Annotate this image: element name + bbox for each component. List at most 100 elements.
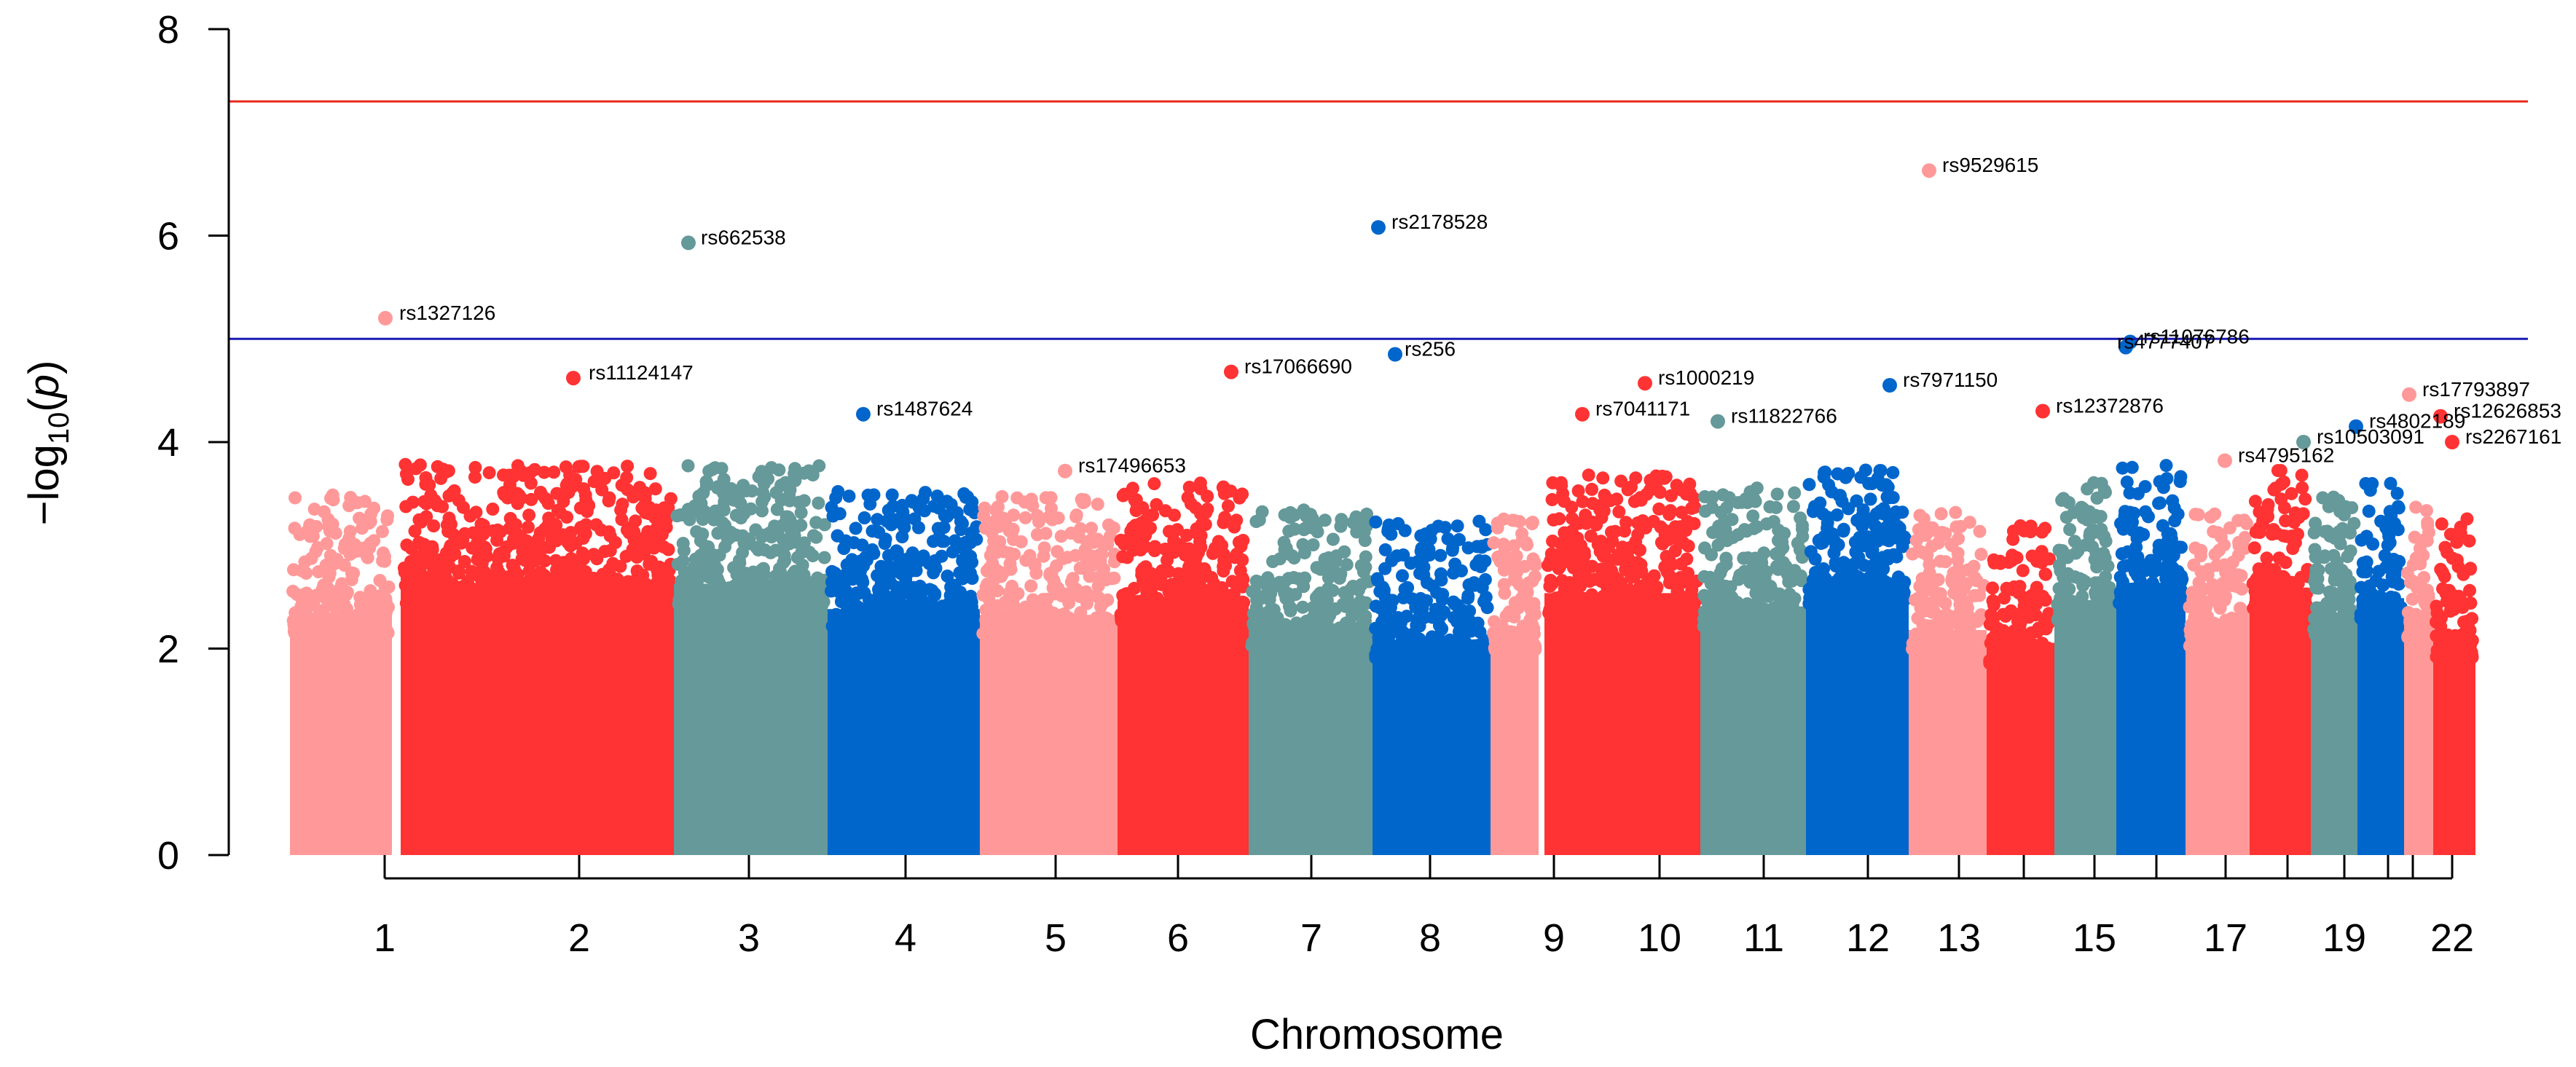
snp-point — [1315, 603, 1329, 617]
snp-point — [1507, 513, 1521, 527]
snp-point — [825, 564, 839, 578]
snp-point — [2102, 580, 2116, 594]
snp-point — [1633, 579, 1647, 593]
snp-point — [2096, 528, 2110, 542]
snp-point — [1889, 505, 1903, 519]
snp-point — [1882, 577, 1896, 591]
snp-point — [1896, 581, 1909, 595]
snp-point — [1429, 639, 1443, 653]
snp-point — [2105, 614, 2118, 628]
snp-point — [1634, 491, 1647, 505]
chromosome-15-band — [2054, 599, 2116, 855]
snp-point — [985, 628, 999, 642]
snp-point — [817, 551, 831, 564]
snp-point — [702, 558, 716, 572]
snp-point — [1697, 605, 1711, 618]
snp-point — [1118, 614, 1132, 628]
snp-point — [906, 546, 919, 560]
snp-point — [335, 577, 349, 591]
snp-point — [330, 612, 344, 626]
snp-point — [1310, 561, 1324, 575]
snp-point — [1912, 543, 1925, 557]
snp-point — [1898, 532, 1912, 546]
snp-point — [2166, 561, 2179, 575]
snp-point — [913, 591, 926, 605]
snp-point — [1339, 599, 1353, 613]
snp-point — [1182, 551, 1196, 565]
snp-point — [1378, 543, 1392, 556]
snp-point — [1083, 534, 1097, 547]
snp-point — [525, 492, 538, 506]
snp-point — [1376, 614, 1390, 628]
snp-point — [1858, 559, 1871, 572]
snp-point — [1558, 582, 1571, 596]
snp-point — [721, 597, 735, 611]
snp-point — [622, 596, 636, 610]
snp-point — [371, 624, 385, 638]
snp-point — [377, 546, 390, 560]
snp-point — [1228, 551, 1242, 564]
snp-point — [1137, 593, 1151, 607]
snp-point — [847, 561, 860, 575]
snp-point — [1199, 505, 1213, 519]
snp-point — [1629, 535, 1643, 548]
snp-point — [1177, 567, 1190, 581]
snp-point — [1487, 536, 1501, 550]
snp-point — [546, 572, 559, 586]
snp-point — [347, 567, 361, 580]
snp-point — [990, 501, 1004, 515]
snp-point — [1359, 550, 1373, 564]
snp-point — [627, 525, 641, 539]
snp-point — [1469, 558, 1483, 572]
snp-point — [1974, 548, 1988, 562]
snp-point — [423, 478, 436, 492]
snp-point — [717, 473, 731, 487]
snp-point — [1952, 532, 1966, 546]
snp-point — [1850, 513, 1864, 527]
snp-point — [825, 500, 839, 514]
snp-point — [1842, 592, 1856, 606]
snp-point — [1415, 639, 1429, 653]
snp-point — [490, 561, 504, 575]
snp-point — [686, 505, 700, 519]
snp-point — [1864, 512, 1877, 526]
snp-point — [857, 511, 871, 524]
snp-point — [317, 578, 331, 592]
snp-point — [1217, 564, 1230, 578]
snp-point — [1062, 624, 1076, 638]
snp-point — [1837, 522, 1850, 536]
snp-point — [1611, 552, 1625, 566]
snp-point — [2139, 505, 2152, 519]
snp-point — [1750, 520, 1764, 534]
snp-point — [1156, 610, 1170, 623]
snp-point — [1054, 529, 1068, 543]
snp-point — [1749, 565, 1763, 579]
snp-point — [1743, 485, 1757, 499]
snp-point — [2101, 559, 2115, 573]
snp-point — [343, 524, 357, 538]
snp-point — [482, 466, 496, 480]
snp-point — [1708, 574, 1721, 588]
snp-point — [649, 503, 663, 517]
snp-point — [1340, 558, 1354, 572]
snp-point — [687, 561, 701, 575]
snp-point — [874, 577, 888, 591]
snp-point — [929, 562, 943, 575]
snp-point — [976, 588, 990, 602]
snp-point — [956, 516, 969, 530]
snp-point — [1604, 606, 1618, 620]
snp-point — [522, 508, 536, 522]
snp-point — [2164, 597, 2178, 610]
snp-point — [1546, 535, 1560, 548]
snp-point — [2115, 547, 2129, 561]
snp-point — [1545, 493, 1559, 506]
snp-point — [1522, 576, 1536, 590]
snp-point — [1456, 650, 1469, 664]
snp-point — [950, 623, 963, 637]
snp-point — [2127, 506, 2141, 520]
snp-point — [981, 578, 994, 591]
snp-point — [1802, 583, 1816, 597]
snp-point — [1311, 525, 1324, 539]
snp-point — [1681, 515, 1695, 528]
